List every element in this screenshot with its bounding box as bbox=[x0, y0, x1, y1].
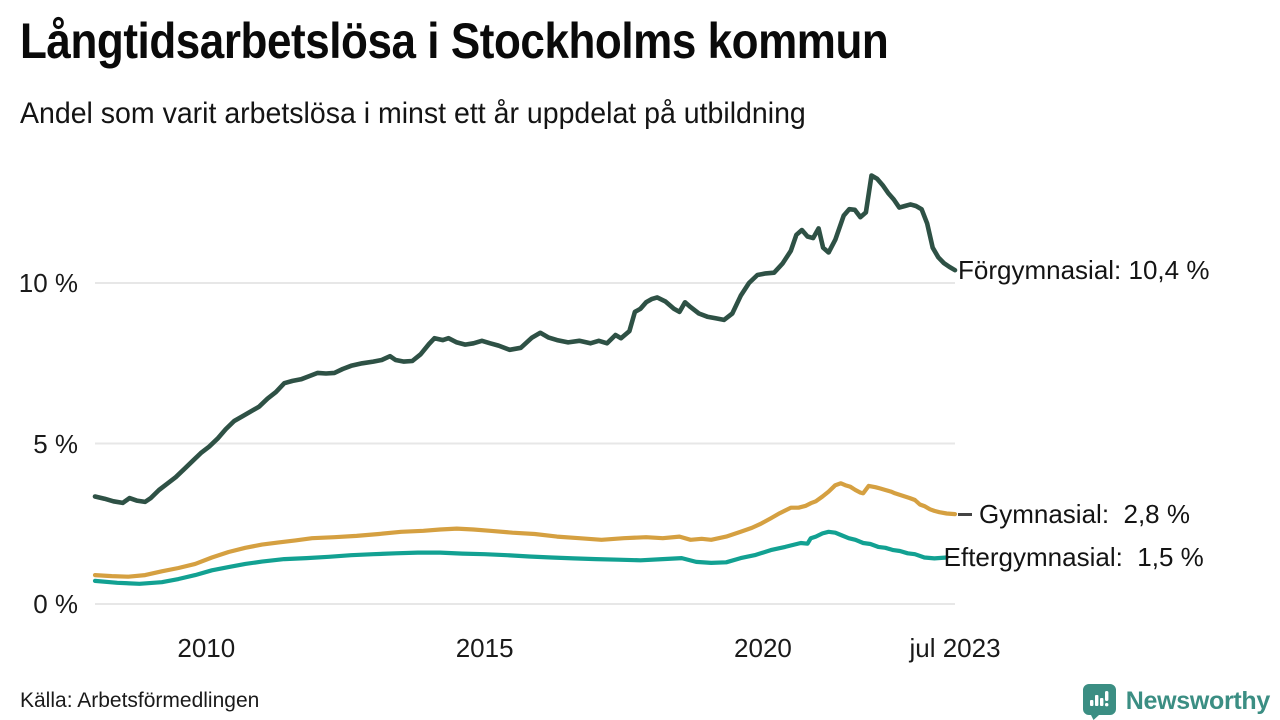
logo-exclamation-dot bbox=[1104, 703, 1109, 707]
page-title: Långtidsarbetslösa i Stockholms kommun bbox=[20, 13, 889, 69]
series-label-text: Eftergymnasial: 1,5 % bbox=[943, 542, 1204, 573]
logo-bar-2 bbox=[1094, 695, 1099, 706]
series-lines bbox=[92, 173, 958, 586]
series-line-gymnasial bbox=[92, 481, 958, 579]
page-subtitle: Andel som varit arbetslösa i minst ett å… bbox=[20, 97, 806, 130]
logo-exclamation-bar bbox=[1104, 691, 1109, 701]
y-tick-label-10: 10 % bbox=[18, 268, 78, 298]
logo-bar-3 bbox=[1099, 698, 1104, 706]
label-connector-dash bbox=[958, 512, 972, 516]
series-label-gymnasial: Gymnasial: 2,8 % bbox=[958, 498, 1190, 530]
series-label-text: Gymnasial: 2,8 % bbox=[979, 499, 1190, 530]
x-tick-label-jul-2023: jul 2023 bbox=[909, 633, 1001, 663]
y-tick-label-5: 5 % bbox=[33, 428, 78, 459]
newsworthy-speech-bubble-bar-chart-icon bbox=[1082, 684, 1116, 720]
newsworthy-logo: Newsworthy bbox=[1081, 682, 1270, 720]
y-tick-label-0: 0 % bbox=[33, 589, 78, 619]
x-tick-label-2015: 2015 bbox=[455, 633, 514, 663]
series-line-forgymnasial bbox=[92, 173, 958, 506]
series-line-eftergymnasial bbox=[92, 529, 949, 586]
logo-bar-1 bbox=[1089, 700, 1094, 706]
brand-name: Newsworthy bbox=[1125, 686, 1271, 715]
series-label-eftergymnasial: Eftergymnasial: 1,5 % bbox=[944, 541, 1204, 573]
series-label-text: Förgymnasial: 10,4 % bbox=[958, 255, 1210, 286]
source-note: Källa: Arbetsförmedlingen bbox=[20, 689, 260, 712]
x-tick-label-2010: 2010 bbox=[177, 633, 236, 663]
gridlines bbox=[95, 282, 955, 605]
series-label-forgymnasial: Förgymnasial: 10,4 % bbox=[958, 254, 1209, 286]
x-tick-label-2020: 2020 bbox=[734, 633, 792, 663]
